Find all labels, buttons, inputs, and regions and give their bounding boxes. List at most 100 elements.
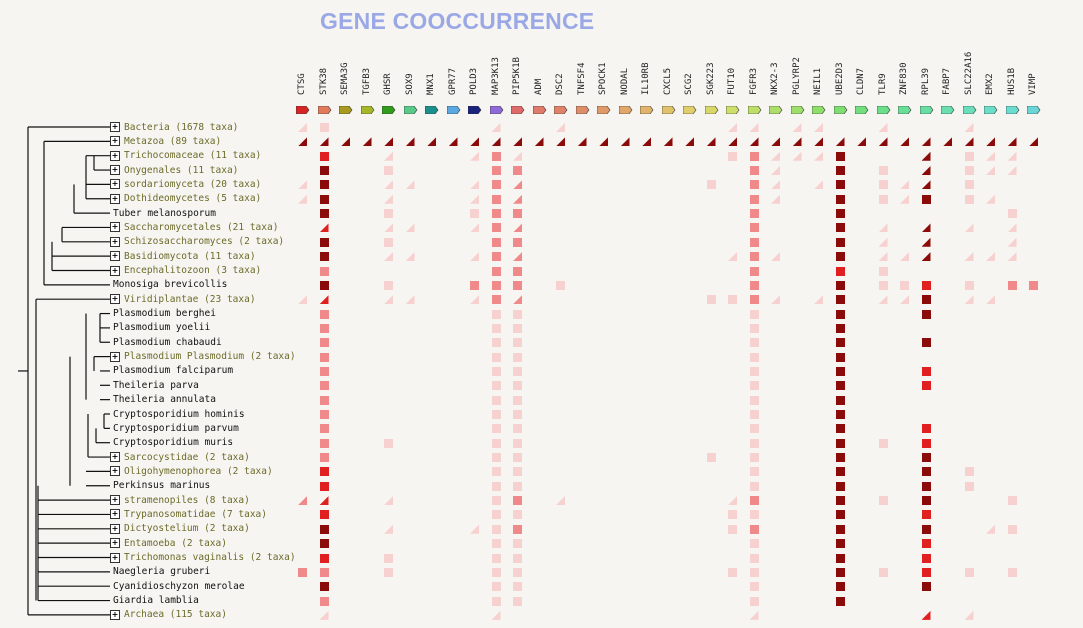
taxon-row[interactable]: + Trichocomaceae (11 taxa) <box>110 149 261 163</box>
cooccurrence-cell[interactable] <box>749 467 759 477</box>
cooccurrence-partial-cell[interactable] <box>1007 151 1017 161</box>
cooccurrence-partial-cell[interactable] <box>921 137 931 147</box>
cooccurrence-cell[interactable] <box>513 553 522 563</box>
cooccurrence-cell[interactable] <box>491 467 501 477</box>
cooccurrence-partial-cell[interactable] <box>771 137 780 147</box>
taxon-row[interactable]: + Dothideomycetes (5 taxa) <box>110 192 261 206</box>
cooccurrence-cell[interactable] <box>319 381 329 391</box>
cooccurrence-cell[interactable] <box>491 366 501 376</box>
cooccurrence-cell[interactable] <box>513 453 522 463</box>
cooccurrence-partial-cell[interactable] <box>556 137 565 147</box>
gene-arrow-icon[interactable] <box>468 106 482 114</box>
taxon-row[interactable]: + Saccharomycetales (21 taxa) <box>110 220 278 234</box>
cooccurrence-cell[interactable] <box>1007 524 1017 534</box>
cooccurrence-cell[interactable] <box>319 123 329 132</box>
cooccurrence-partial-cell[interactable] <box>814 151 823 161</box>
gene-arrow-icon[interactable] <box>575 106 590 114</box>
cooccurrence-partial-cell[interactable] <box>384 194 393 204</box>
cooccurrence-cell[interactable] <box>964 567 974 577</box>
cooccurrence-cell[interactable] <box>491 453 501 463</box>
cooccurrence-cell[interactable] <box>319 582 329 592</box>
cooccurrence-cell[interactable] <box>319 366 329 376</box>
cooccurrence-partial-cell[interactable] <box>792 151 802 161</box>
cooccurrence-cell[interactable] <box>319 510 329 520</box>
gene-arrow-icon[interactable] <box>919 106 934 114</box>
taxon-row[interactable]: + Metazoa (89 taxa) <box>110 134 221 148</box>
cooccurrence-cell[interactable] <box>728 510 737 520</box>
gene-label-vimp[interactable]: VIMP <box>1028 73 1038 95</box>
gene-label-ghsr[interactable]: GHSR <box>383 73 393 95</box>
cooccurrence-partial-cell[interactable] <box>814 137 823 147</box>
cooccurrence-partial-cell[interactable] <box>384 137 393 147</box>
gene-arrow-icon[interactable] <box>489 106 504 114</box>
cooccurrence-partial-cell[interactable] <box>1007 252 1017 262</box>
cooccurrence-partial-cell[interactable] <box>986 137 995 147</box>
cooccurrence-cell[interactable] <box>1007 280 1017 290</box>
cooccurrence-cell[interactable] <box>835 338 845 348</box>
cooccurrence-cell[interactable] <box>319 237 329 247</box>
cooccurrence-partial-cell[interactable] <box>491 123 501 132</box>
cooccurrence-partial-cell[interactable] <box>900 252 909 262</box>
expand-plus-icon[interactable]: + <box>110 523 120 534</box>
cooccurrence-partial-cell[interactable] <box>491 610 501 620</box>
gene-arrow-icon[interactable] <box>640 106 654 114</box>
cooccurrence-partial-cell[interactable] <box>878 123 888 132</box>
cooccurrence-cell[interactable] <box>319 438 329 448</box>
taxon-row[interactable]: + Bacteria (1678 taxa) <box>110 120 238 134</box>
cooccurrence-cell[interactable] <box>835 582 845 592</box>
cooccurrence-partial-cell[interactable] <box>771 194 780 204</box>
cooccurrence-cell[interactable] <box>835 151 845 161</box>
gene-label-pold3[interactable]: POLD3 <box>469 67 479 95</box>
cooccurrence-cell[interactable] <box>749 524 759 534</box>
cooccurrence-cell[interactable] <box>878 166 888 176</box>
cooccurrence-partial-cell[interactable] <box>319 223 329 233</box>
cooccurrence-cell[interactable] <box>835 280 845 290</box>
gene-label-tgfb3[interactable]: TGFB3 <box>361 67 372 95</box>
gene-arrow-icon[interactable] <box>511 106 525 114</box>
cooccurrence-partial-cell[interactable] <box>620 137 630 147</box>
cooccurrence-cell[interactable] <box>319 567 329 577</box>
cooccurrence-cell[interactable] <box>513 539 522 549</box>
cooccurrence-cell[interactable] <box>319 524 329 534</box>
expand-plus-icon[interactable]: + <box>110 179 120 190</box>
cooccurrence-cell[interactable] <box>491 582 501 592</box>
cooccurrence-cell[interactable] <box>749 352 759 362</box>
cooccurrence-cell[interactable] <box>749 323 759 333</box>
cooccurrence-cell[interactable] <box>878 567 888 577</box>
cooccurrence-cell[interactable] <box>835 496 845 506</box>
cooccurrence-cell[interactable] <box>728 567 737 577</box>
cooccurrence-partial-cell[interactable] <box>1007 137 1017 147</box>
cooccurrence-cell[interactable] <box>749 366 759 376</box>
gene-label-adm[interactable]: ADM <box>533 78 544 95</box>
cooccurrence-partial-cell[interactable] <box>405 295 415 305</box>
gene-label-fabp7[interactable]: FABP7 <box>942 67 952 95</box>
cooccurrence-cell[interactable] <box>749 194 759 204</box>
taxon-row[interactable]: + Schizosaccharomyces (2 taxa) <box>110 235 284 249</box>
cooccurrence-cell[interactable] <box>921 467 931 477</box>
cooccurrence-partial-cell[interactable] <box>384 252 393 262</box>
cooccurrence-cell[interactable] <box>491 424 501 434</box>
cooccurrence-partial-cell[interactable] <box>298 137 307 147</box>
gene-arrow-icon[interactable] <box>532 106 547 114</box>
cooccurrence-cell[interactable] <box>964 467 974 477</box>
cooccurrence-cell[interactable] <box>384 553 393 563</box>
cooccurrence-cell[interactable] <box>921 194 931 204</box>
cooccurrence-cell[interactable] <box>964 166 974 176</box>
cooccurrence-cell[interactable] <box>921 524 931 534</box>
cooccurrence-cell[interactable] <box>513 352 522 362</box>
cooccurrence-cell[interactable] <box>384 209 393 219</box>
cooccurrence-cell[interactable] <box>921 366 931 376</box>
cooccurrence-cell[interactable] <box>835 567 845 577</box>
cooccurrence-cell[interactable] <box>921 309 931 319</box>
cooccurrence-cell[interactable] <box>491 180 501 190</box>
cooccurrence-partial-cell[interactable] <box>384 151 393 161</box>
cooccurrence-partial-cell[interactable] <box>685 137 694 147</box>
cooccurrence-cell[interactable] <box>835 510 845 520</box>
cooccurrence-cell[interactable] <box>513 496 522 506</box>
cooccurrence-cell[interactable] <box>878 438 888 448</box>
cooccurrence-partial-cell[interactable] <box>470 295 479 305</box>
cooccurrence-partial-cell[interactable] <box>706 137 716 147</box>
cooccurrence-partial-cell[interactable] <box>835 137 845 147</box>
cooccurrence-cell[interactable] <box>513 582 522 592</box>
cooccurrence-partial-cell[interactable] <box>728 123 737 132</box>
